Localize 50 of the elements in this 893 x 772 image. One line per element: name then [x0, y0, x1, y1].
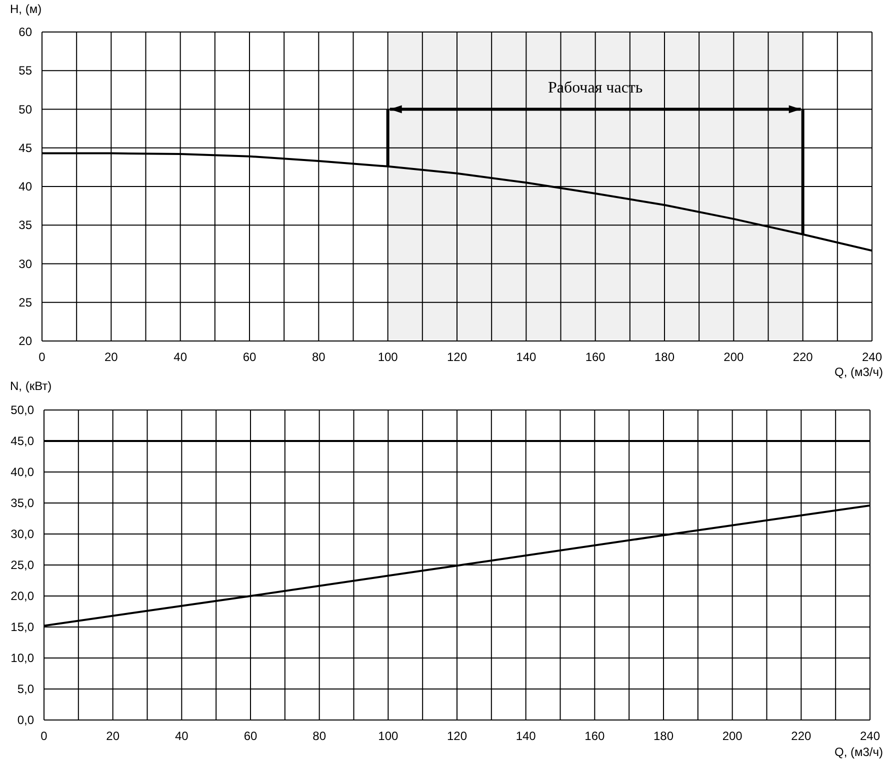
- y-tick-label: 25: [18, 295, 32, 310]
- x-tick-label: 20: [104, 350, 118, 364]
- x-tick-label: 20: [106, 729, 120, 743]
- x-tick-label: 160: [584, 729, 605, 743]
- x-tick-label: 220: [791, 729, 812, 743]
- x-tick-label: 240: [862, 350, 882, 364]
- y-tick-label: 50: [18, 102, 32, 116]
- x-axis-title: Q, (м3/ч): [834, 365, 883, 379]
- y-tick-label: 30: [18, 256, 32, 271]
- y-tick-label: 30,0: [10, 527, 34, 541]
- x-tick-label: 220: [792, 350, 814, 364]
- x-tick-label: 40: [174, 729, 189, 743]
- x-tick-label: 140: [516, 729, 536, 743]
- y-tick-label: 5,0: [17, 682, 34, 696]
- y-tick-label: 35,0: [10, 496, 34, 510]
- y-tick-label: 25,0: [10, 558, 34, 572]
- x-tick-label: 80: [312, 729, 326, 743]
- x-tick-label: 140: [516, 350, 536, 364]
- y-tick-label: 55: [18, 64, 32, 78]
- y-tick-label: 20: [18, 334, 32, 348]
- y-tick-label: 35: [18, 218, 32, 232]
- y-tick-label: 45: [18, 140, 32, 155]
- y-tick-label: 10,0: [10, 651, 34, 665]
- x-tick-label: 100: [378, 350, 398, 364]
- x-tick-label: 240: [860, 729, 880, 743]
- y-tick-label: 45,0: [10, 434, 34, 448]
- y-tick-label: 60: [18, 25, 32, 39]
- x-tick-label: 40: [174, 350, 188, 364]
- x-tick-label: 0: [38, 350, 46, 364]
- x-axis-title: Q, (м3/ч): [834, 745, 883, 759]
- x-tick-label: 200: [722, 729, 743, 743]
- x-tick-label: 200: [724, 350, 744, 364]
- x-tick-label: 180: [653, 729, 674, 743]
- y-tick-label: 40: [18, 180, 32, 194]
- x-tick-label: 180: [654, 350, 675, 364]
- y-tick-label: 20,0: [10, 589, 34, 603]
- x-tick-label: 60: [244, 729, 258, 743]
- y-axis-title: H, (м): [10, 2, 42, 16]
- x-tick-label: 120: [446, 350, 468, 364]
- x-tick-label: 100: [378, 729, 398, 743]
- x-tick-label: 120: [446, 729, 468, 743]
- y-tick-label: 40,0: [10, 465, 34, 479]
- x-tick-label: 160: [585, 350, 606, 364]
- x-tick-label: 0: [40, 729, 48, 743]
- x-tick-label: 60: [242, 350, 256, 364]
- y-tick-label: 15,0: [10, 620, 34, 634]
- y-tick-label: 50,0: [10, 403, 34, 417]
- y-axis-title: N, (кВт): [10, 379, 52, 393]
- x-tick-label: 80: [312, 350, 326, 364]
- y-tick-label: 0,0: [17, 713, 34, 727]
